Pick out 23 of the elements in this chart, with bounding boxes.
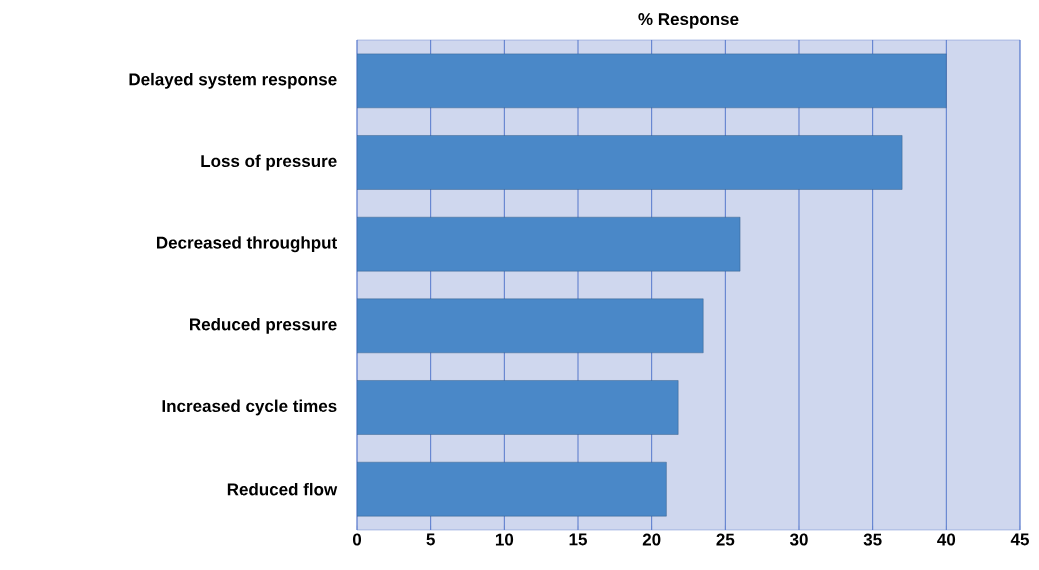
- y-tick-label: Decreased throughput: [157, 236, 337, 253]
- y-tick-label: Increased cycle times: [162, 399, 337, 416]
- x-tick-label: 30: [789, 533, 808, 546]
- bar: [357, 298, 704, 354]
- x-tick-label: 0: [352, 533, 362, 546]
- y-tick-label: Reduced pressure: [190, 317, 337, 334]
- bar: [357, 461, 667, 517]
- x-tick-label: 25: [716, 533, 735, 546]
- bar: [357, 53, 947, 109]
- bar: [357, 380, 679, 435]
- chart-title: % Response: [638, 13, 739, 29]
- bar: [357, 216, 741, 272]
- x-tick-label: 35: [863, 533, 882, 546]
- bar: [357, 135, 903, 190]
- x-tick-label: 5: [426, 533, 435, 546]
- y-tick-label: Loss of pressure: [201, 154, 337, 171]
- x-tick-label: 15: [569, 533, 587, 546]
- y-tick-label: Reduced flow: [227, 482, 338, 496]
- x-tick-label: 10: [495, 533, 514, 546]
- x-tick-label: 40: [937, 533, 956, 546]
- y-tick-label: Delayed system response: [129, 72, 337, 89]
- x-tick-label: 20: [642, 533, 661, 546]
- x-tick-label: 45: [1010, 533, 1029, 546]
